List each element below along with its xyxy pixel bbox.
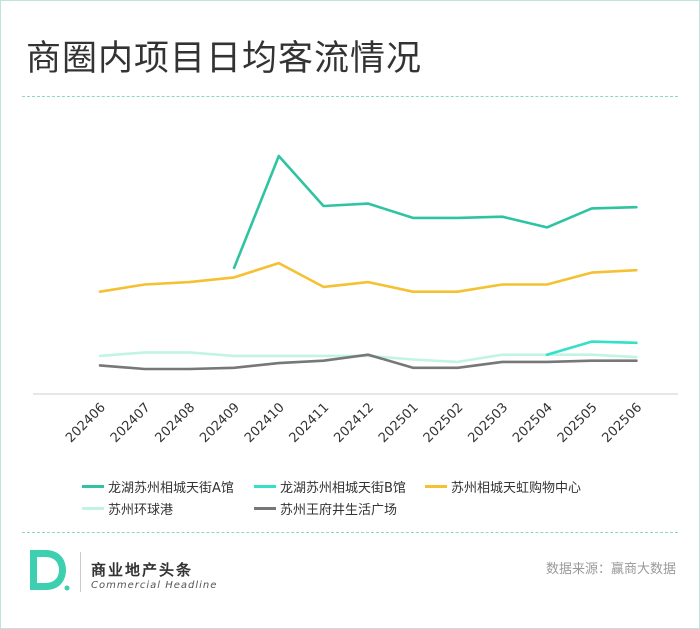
legend-swatch-longhu-a — [82, 484, 104, 488]
x-tick-label: 202411 — [287, 400, 333, 446]
x-tick-label: 202407 — [108, 400, 154, 446]
series-line-wangfujing — [98, 353, 638, 371]
x-tick-label: 202505 — [555, 400, 601, 446]
x-tick-label: 202412 — [331, 400, 377, 446]
legend-row-1: 龙湖苏州相城天街A馆 龙湖苏州相城天街B馆 苏州相城天虹购物中心 — [82, 477, 582, 496]
legend-label-longhu-b: 龙湖苏州相城天街B馆 — [280, 480, 406, 496]
series-line-longhu-a — [232, 154, 638, 270]
x-tick-label: 202502 — [421, 400, 467, 446]
legend-label-longhu-a: 龙湖苏州相城天街A馆 — [108, 480, 234, 496]
legend-swatch-huanqiugang — [82, 506, 104, 510]
line-chart: 2024062024072024082024092024102024112024… — [33, 154, 678, 446]
legend-label-wangfujing: 苏州王府井生活广场 — [280, 502, 398, 518]
series-line-tianhong — [98, 261, 638, 293]
brand-name-cn: 商业地产头条 — [91, 561, 194, 579]
logo-separator — [80, 552, 81, 592]
x-tick-label: 202406 — [63, 400, 109, 446]
data-source: 数据来源：赢商大数据 — [545, 562, 676, 577]
legend-item-longhu-a: 龙湖苏州相城天街A馆 — [82, 477, 254, 496]
legend-item-longhu-b: 龙湖苏州相城天街B馆 — [254, 477, 425, 496]
title-divider — [22, 96, 678, 97]
legend-swatch-wangfujing — [254, 506, 276, 510]
brand-name-en: Commercial Headline — [91, 580, 218, 591]
legend-swatch-longhu-b — [254, 484, 276, 488]
x-tick-label: 202503 — [465, 400, 511, 446]
legend-item-tianhong: 苏州相城天虹购物中心 — [425, 477, 582, 496]
x-tick-label: 202501 — [376, 400, 422, 446]
footer-divider — [22, 532, 678, 533]
legend-swatch-tianhong — [425, 484, 447, 488]
x-tick-label: 202504 — [510, 400, 556, 446]
legend-item-wangfujing: 苏州王府井生活广场 — [254, 499, 398, 518]
legend-label-huanqiugang: 苏州环球港 — [108, 502, 174, 518]
brand-logo-icon — [30, 550, 70, 591]
x-tick-label: 202408 — [153, 400, 199, 446]
legend-row-2: 苏州环球港 苏州王府井生活广场 — [82, 499, 398, 518]
x-tick-label: 202410 — [242, 400, 288, 446]
x-tick-label: 202506 — [600, 400, 646, 446]
x-tick-label: 202409 — [197, 400, 243, 446]
series-line-longhu-b — [545, 340, 638, 356]
chart-title: 商圈内项目日均客流情况 — [26, 39, 423, 79]
legend-label-tianhong: 苏州相城天虹购物中心 — [451, 480, 582, 496]
legend-item-huanqiugang: 苏州环球港 — [82, 499, 254, 518]
